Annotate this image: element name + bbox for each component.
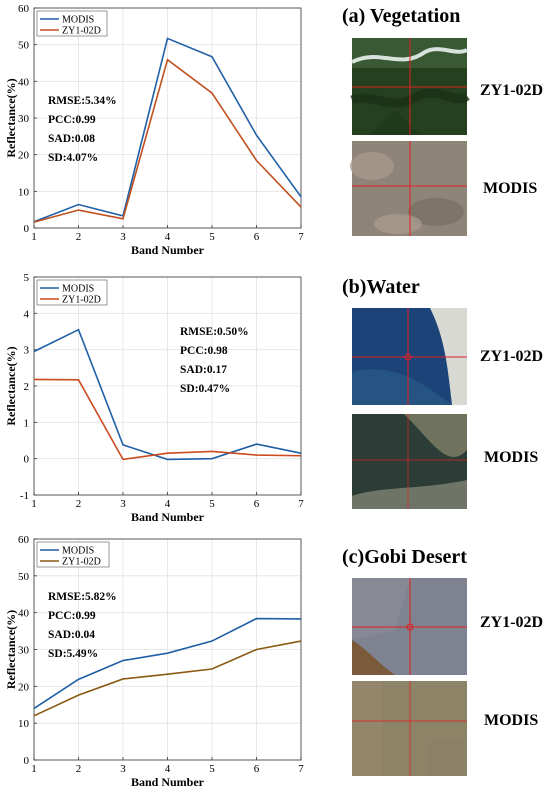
x-tick-label: 5 xyxy=(209,763,215,775)
y-tick-label: 0 xyxy=(24,755,30,767)
x-tick-label: 4 xyxy=(165,498,171,510)
x-tick-label: 1 xyxy=(31,498,37,510)
x-tick-label: 1 xyxy=(31,763,37,775)
series-line-modis xyxy=(33,37,302,223)
stat-text: SAD:0.17 xyxy=(180,364,227,376)
series-line-zy1-02d xyxy=(33,378,302,461)
panel-a-title: (a) Vegetation xyxy=(342,5,460,27)
y-tick-label: 3 xyxy=(24,345,30,357)
x-tick-label: 5 xyxy=(209,231,215,243)
panel-a-zy1-label: ZY1-02D xyxy=(480,82,543,99)
y-tick-label: 40 xyxy=(18,76,30,88)
x-axis-label: Band Number xyxy=(131,775,205,789)
stat-text: PCC:0.98 xyxy=(180,345,228,357)
panel-c-zy1-label: ZY1-02D xyxy=(480,614,543,631)
x-tick-label: 3 xyxy=(120,763,126,775)
stat-text: RMSE:0.50% xyxy=(180,326,249,338)
series-line-zy1-02d xyxy=(33,58,302,223)
x-axis-label: Band Number xyxy=(131,243,205,257)
chart-1: 1 2 3 4 5 6 7 0 10 20 30 40 50 60 Band Number Reflectan… xyxy=(4,3,304,257)
stat-text: RMSE:5.34% xyxy=(48,95,117,107)
y-axis-label: Reflectance(%) xyxy=(4,346,18,425)
y-tick-label: 10 xyxy=(18,718,30,730)
gobi-modis-image xyxy=(352,681,467,776)
panel-a-modis-label: MODIS xyxy=(483,180,537,197)
panel-a-side: (a) Vegetation ZY1-02D MODIS xyxy=(342,5,543,236)
y-tick-label: 20 xyxy=(18,150,30,162)
y-tick-label: -1 xyxy=(20,490,29,502)
stat-text: SD:4.07% xyxy=(48,152,98,164)
x-tick-label: 4 xyxy=(165,763,171,775)
panel-c-title: (c)Gobi Desert xyxy=(342,546,467,568)
panel-b-side: (b)Water ZY1-02D MODIS xyxy=(342,276,543,509)
chart-2: 1 2 3 4 5 6 7 -1 0 1 2 3 4 5 Band Number Reflectance(%)… xyxy=(4,272,304,524)
stat-text: SD:0.47% xyxy=(180,383,230,395)
stat-text: RMSE:5.82% xyxy=(48,591,117,603)
x-tick-label: 1 xyxy=(31,231,37,243)
y-tick-label: 30 xyxy=(18,645,30,657)
panel-b-zy1-label: ZY1-02D xyxy=(480,348,543,365)
series-line-zy1-02d xyxy=(33,640,302,717)
legend-box xyxy=(36,279,108,306)
series-line-modis xyxy=(33,617,302,710)
legend-label: MODIS xyxy=(62,546,94,557)
water-modis-image xyxy=(352,414,467,509)
chart-3: 1 2 3 4 5 6 7 0 10 20 30 40 50 60 Band Number Reflectan… xyxy=(4,534,304,789)
y-tick-label: 4 xyxy=(24,308,30,320)
x-tick-label: 4 xyxy=(165,231,171,243)
gobi-zy1-image xyxy=(352,578,467,675)
y-tick-label: 5 xyxy=(24,272,30,284)
y-tick-label: 20 xyxy=(18,681,30,693)
y-tick-label: 50 xyxy=(18,40,30,52)
x-tick-label: 7 xyxy=(298,498,304,510)
stat-text: SAD:0.04 xyxy=(48,629,95,641)
legend-label: ZY1-02D xyxy=(62,26,101,37)
y-axis-label: Reflectance(%) xyxy=(4,78,18,157)
x-tick-label: 6 xyxy=(254,498,260,510)
x-tick-label: 5 xyxy=(209,498,215,510)
y-tick-label: 0 xyxy=(24,454,30,466)
legend-box xyxy=(36,10,108,37)
water-zy1-image xyxy=(352,308,467,405)
legend-label: ZY1-02D xyxy=(62,295,101,306)
x-tick-label: 2 xyxy=(76,763,82,775)
vegetation-modis-image xyxy=(350,141,467,236)
y-tick-label: 0 xyxy=(24,223,30,235)
stat-text: PCC:0.99 xyxy=(48,114,96,126)
x-tick-label: 3 xyxy=(120,498,126,510)
x-tick-label: 7 xyxy=(298,763,304,775)
x-tick-label: 2 xyxy=(76,498,82,510)
x-tick-label: 3 xyxy=(120,231,126,243)
legend-label: ZY1-02D xyxy=(62,557,101,568)
y-tick-label: 10 xyxy=(18,186,30,198)
y-tick-label: 60 xyxy=(18,3,30,15)
x-axis-label: Band Number xyxy=(131,510,205,524)
x-tick-label: 6 xyxy=(254,231,260,243)
y-tick-label: 1 xyxy=(24,417,30,429)
panel-b-modis-label: MODIS xyxy=(484,449,538,466)
stat-text: SD:5.49% xyxy=(48,648,98,660)
y-axis-label: Reflectance(%) xyxy=(4,610,18,689)
y-tick-label: 50 xyxy=(18,571,30,583)
vegetation-zy1-image xyxy=(350,38,470,135)
panel-c-side: (c)Gobi Desert ZY1-02D MODIS xyxy=(342,546,543,776)
stat-text: PCC:0.99 xyxy=(48,610,96,622)
stat-text: SAD:0.08 xyxy=(48,133,95,145)
panel-b-title: (b)Water xyxy=(342,276,420,298)
legend-box xyxy=(36,541,110,568)
y-tick-label: 2 xyxy=(24,381,30,393)
panel-c-modis-label: MODIS xyxy=(484,712,538,729)
y-tick-label: 40 xyxy=(18,608,30,620)
series-line-modis xyxy=(33,328,302,461)
y-tick-label: 30 xyxy=(18,113,30,125)
legend-label: MODIS xyxy=(62,15,94,26)
legend-label: MODIS xyxy=(62,284,94,295)
x-tick-label: 7 xyxy=(298,231,304,243)
x-tick-label: 6 xyxy=(254,763,260,775)
y-tick-label: 60 xyxy=(18,534,30,546)
x-tick-label: 2 xyxy=(76,231,82,243)
